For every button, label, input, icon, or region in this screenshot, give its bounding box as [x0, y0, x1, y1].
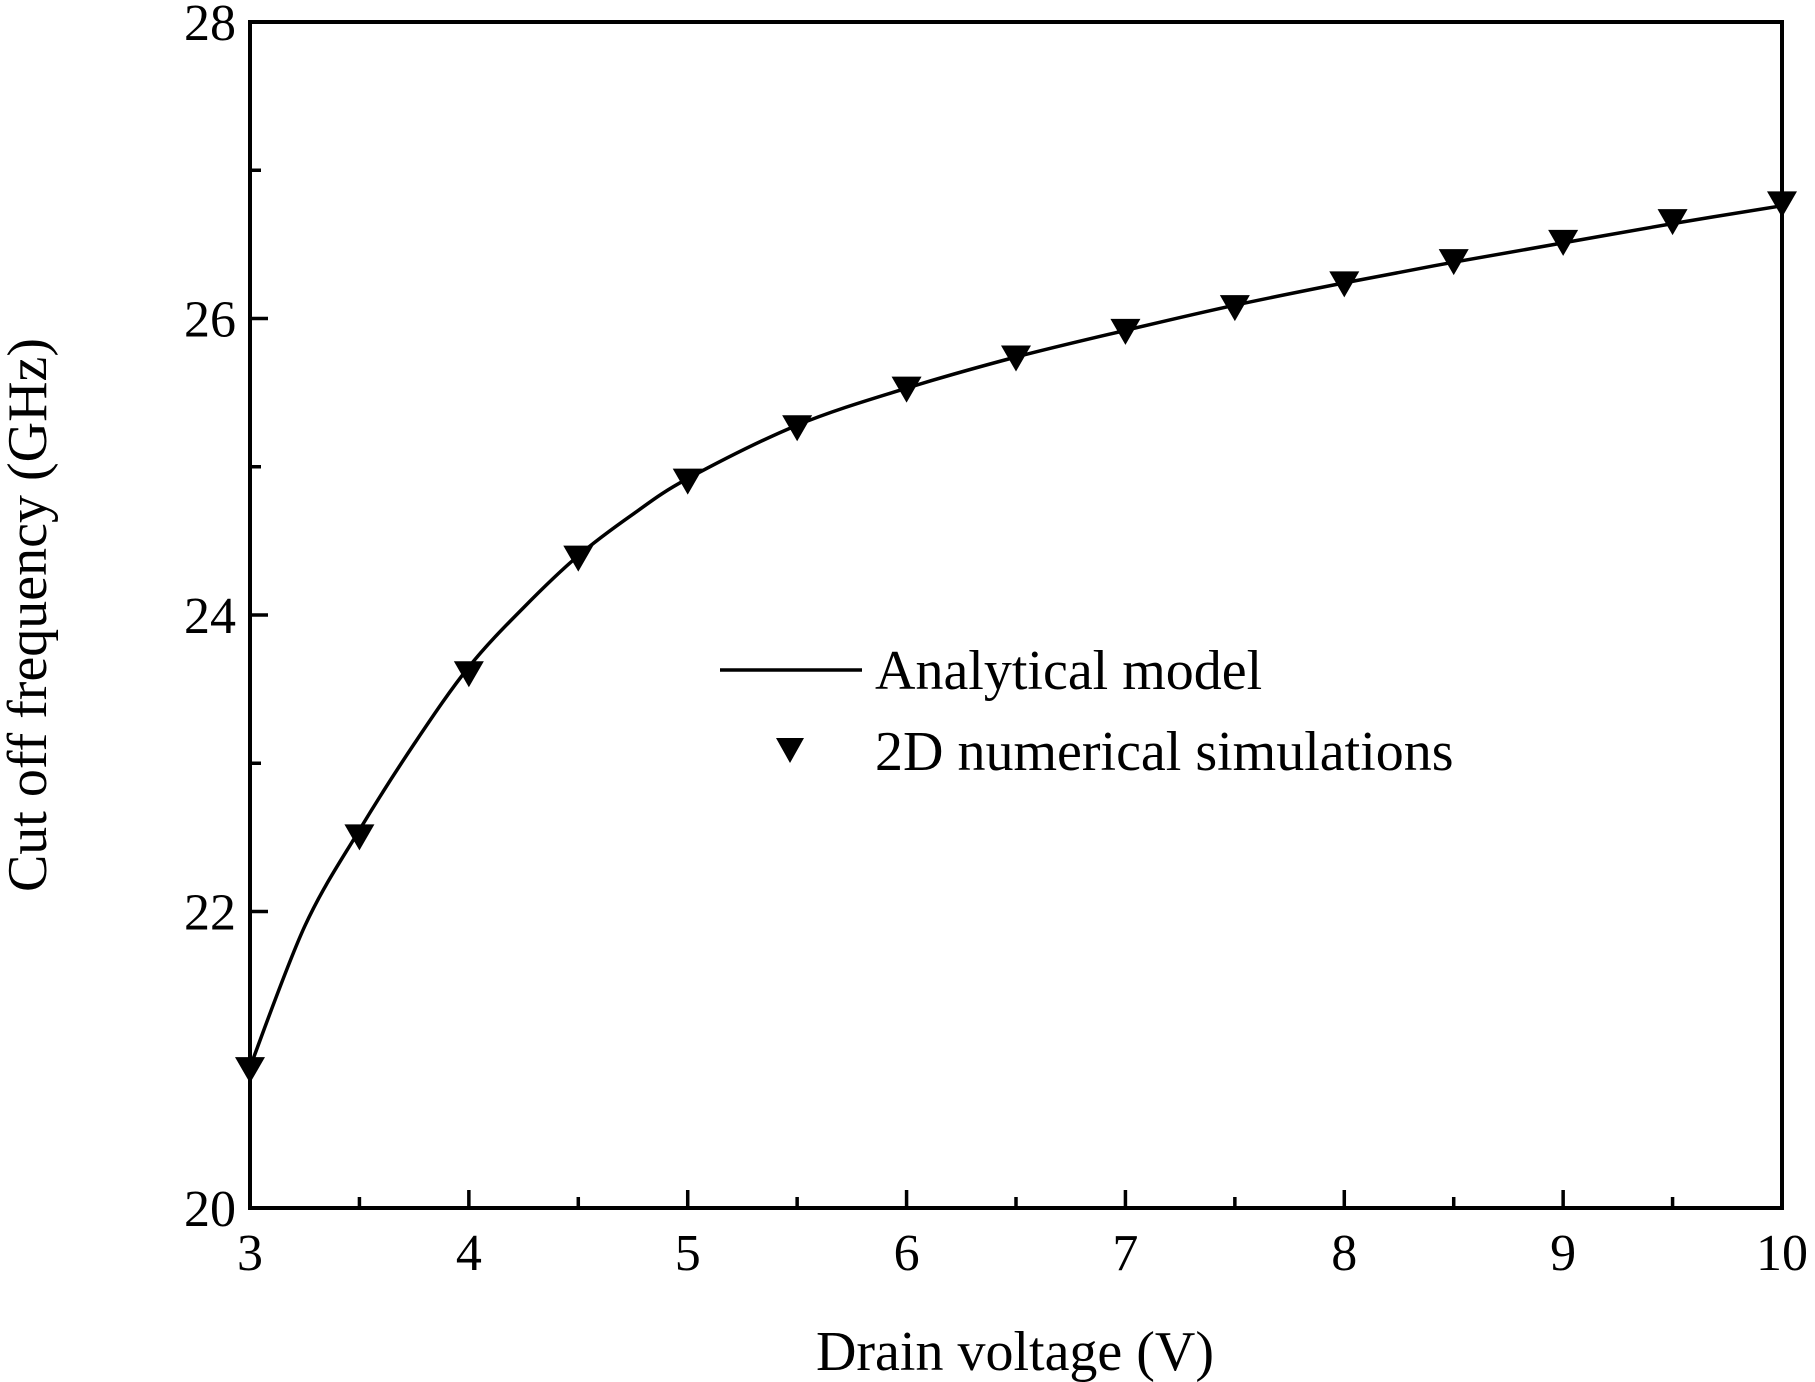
series-line-analytical-model	[248, 204, 1783, 1068]
sim-point-marker	[1329, 271, 1360, 298]
y-tick-label: 20	[184, 1181, 236, 1238]
y-tick-label: 22	[184, 885, 236, 942]
minor-ticks	[250, 168, 1675, 1208]
x-tick-label: 8	[1331, 1225, 1357, 1282]
x-tick-label: 3	[237, 1225, 263, 1282]
y-tick-label: 26	[184, 292, 236, 349]
x-tick-label: 5	[675, 1225, 701, 1282]
legend: Analytical model 2D numerical simulation…	[720, 640, 1454, 783]
sim-point-marker	[453, 661, 484, 688]
x-tick-label: 4	[456, 1225, 482, 1282]
y-tick-label: 28	[184, 0, 236, 52]
x-tick-label: 6	[894, 1225, 920, 1282]
legend-triangle-marker-icon	[776, 738, 804, 763]
sim-point-marker	[1001, 345, 1031, 372]
sim-point-marker	[344, 824, 375, 851]
plot-frame	[248, 20, 1784, 1210]
major-ticks	[248, 20, 1784, 1210]
x-axis-title: Drain voltage (V)	[816, 1321, 1214, 1382]
sim-point-marker	[672, 468, 703, 495]
sim-point-marker	[891, 376, 922, 403]
sim-point-marker	[1548, 229, 1579, 256]
x-tick-label: 7	[1112, 1225, 1138, 1282]
sim-point-marker	[235, 1057, 265, 1084]
sim-point-marker	[563, 545, 594, 572]
x-tick-labels: 3 4 5 6 7 8 9 10	[237, 1225, 1808, 1282]
y-tick-labels: 20 22 24 26 28	[184, 0, 236, 1238]
legend-label-2d-numerical-simulations: 2D numerical simulations	[875, 721, 1454, 783]
sim-point-marker	[1438, 249, 1469, 276]
sim-point-marker	[1657, 209, 1688, 236]
sim-point-marker	[1219, 295, 1250, 322]
sim-point-marker	[1767, 191, 1797, 218]
y-tick-label: 24	[184, 588, 236, 645]
x-tick-label: 10	[1756, 1225, 1808, 1282]
legend-label-analytical-model: Analytical model	[875, 640, 1262, 702]
sim-point-marker	[1110, 318, 1141, 345]
sim-point-marker	[782, 415, 813, 442]
series-markers-2d-numerical-simulations	[235, 191, 1797, 1084]
y-axis-title: Cut off frequency (GHz)	[0, 338, 59, 892]
x-tick-label: 9	[1550, 1225, 1576, 1282]
